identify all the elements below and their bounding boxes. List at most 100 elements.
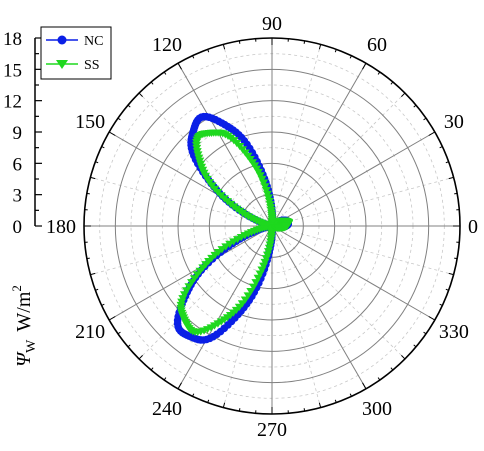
angular-tick-mark: [177, 382, 182, 390]
legend-label: SS: [84, 58, 100, 73]
angular-tick-mark: [150, 367, 154, 371]
angular-tick-mark: [207, 399, 210, 403]
angular-tick-mark: [138, 92, 143, 97]
radial-axis-title: ΨW W/m2: [9, 285, 39, 367]
legend-box: [40, 26, 112, 80]
data-point: [184, 283, 194, 291]
axis-title-unit-superscript: 2: [9, 285, 24, 292]
data-point: [266, 238, 276, 246]
angular-tick-mark: [101, 303, 105, 306]
angle-tick-label: 30: [444, 111, 464, 133]
radial-tick-label: 3: [13, 186, 23, 207]
angle-tick-label: 90: [262, 13, 282, 35]
data-point: [189, 275, 199, 283]
angular-tick-mark: [127, 344, 131, 348]
data-point: [263, 248, 273, 256]
angular-tick-mark: [413, 344, 417, 348]
angular-tick-mark: [90, 272, 96, 276]
angular-tick-mark: [95, 288, 99, 291]
angular-tick-mark: [150, 81, 154, 85]
data-point: [266, 204, 276, 212]
angular-tick-mark: [334, 399, 337, 403]
angular-tick-labels: 0 30 60 90 120 150 180 210 240 270 300 330: [46, 13, 478, 441]
angle-tick-label: 60: [367, 34, 387, 56]
angle-tick-label: 210: [75, 321, 105, 343]
legend: NC SS: [40, 26, 112, 80]
angular-tick-mark: [163, 71, 167, 75]
angular-tick-mark: [454, 257, 458, 260]
data-point: [264, 197, 274, 206]
radial-tick-label: 15: [3, 60, 22, 81]
radial-tick-label: 12: [3, 92, 22, 113]
angular-tick-mark: [86, 192, 90, 195]
angular-tick-mark: [222, 44, 226, 50]
data-point: [233, 236, 243, 244]
radial-tick-label: 9: [13, 123, 23, 144]
axis-title-subscript: W: [24, 339, 39, 353]
angular-tick-mark: [318, 402, 322, 408]
angular-tick-mark: [423, 331, 427, 335]
angular-tick-mark: [439, 146, 443, 149]
data-point: [240, 232, 250, 240]
data-point: [281, 223, 291, 231]
data-point: [236, 234, 246, 242]
axis-title-unit: W/m: [13, 291, 35, 331]
data-point: [265, 241, 275, 249]
grid-spoke: [108, 225, 273, 321]
angle-tick-label: 150: [75, 111, 105, 133]
data-point: [262, 251, 272, 259]
grid-spoke: [271, 131, 436, 227]
angle-tick-label: 0: [468, 216, 478, 238]
radial-tick-label: 18: [3, 29, 22, 50]
grid-spoke: [271, 62, 367, 227]
angular-tick-mark: [334, 49, 337, 53]
angular-tick-mark: [349, 55, 352, 59]
angular-tick-mark: [401, 92, 406, 97]
angular-tick-mark: [377, 377, 381, 381]
angular-tick-mark: [390, 81, 394, 85]
angular-tick-mark: [448, 176, 454, 180]
angular-tick-mark: [192, 393, 195, 397]
angular-tick-mark: [95, 161, 99, 164]
angular-tick-mark: [127, 104, 131, 108]
angular-tick-mark: [108, 131, 116, 136]
radial-tick-label: 6: [13, 154, 23, 175]
angular-tick-mark: [377, 71, 381, 75]
legend-entry-ss: SS: [46, 58, 100, 73]
angular-tick-mark: [362, 62, 367, 70]
angular-tick-mark: [108, 316, 116, 321]
angle-tick-label: 240: [152, 398, 182, 420]
angular-tick-mark: [90, 176, 96, 180]
data-point: [264, 244, 274, 252]
series-ss: [176, 129, 294, 337]
angle-tick-label: 270: [257, 419, 287, 441]
angle-tick-label: 120: [152, 34, 182, 56]
data-point: [182, 287, 192, 295]
angular-tick-mark: [448, 272, 454, 276]
data-series: [173, 112, 294, 344]
angular-tick-mark: [192, 55, 195, 59]
data-point: [195, 267, 205, 276]
data-point: [179, 291, 189, 299]
angular-tick-mark: [439, 303, 443, 306]
angular-tick-mark: [101, 146, 105, 149]
angular-tick-mark: [207, 49, 210, 53]
grid-spoke: [177, 62, 273, 227]
angle-tick-label: 300: [362, 398, 392, 420]
angular-tick-mark: [413, 104, 417, 108]
angular-tick-mark: [222, 402, 226, 408]
angular-tick-mark: [454, 192, 458, 195]
radial-tick-label: 0: [13, 217, 23, 238]
angle-tick-label: 180: [46, 216, 76, 238]
angular-tick-mark: [318, 44, 322, 50]
legend-entry-nc: NC: [46, 34, 103, 49]
angular-tick-mark: [362, 382, 367, 390]
angular-tick-mark: [445, 161, 449, 164]
angular-tick-mark: [238, 408, 241, 412]
data-point: [265, 201, 275, 209]
legend-label: NC: [84, 34, 103, 49]
grid-spoke: [271, 225, 436, 321]
angular-tick-mark: [401, 355, 406, 360]
angular-tick-mark: [349, 393, 352, 397]
angular-tick-mark: [390, 367, 394, 371]
